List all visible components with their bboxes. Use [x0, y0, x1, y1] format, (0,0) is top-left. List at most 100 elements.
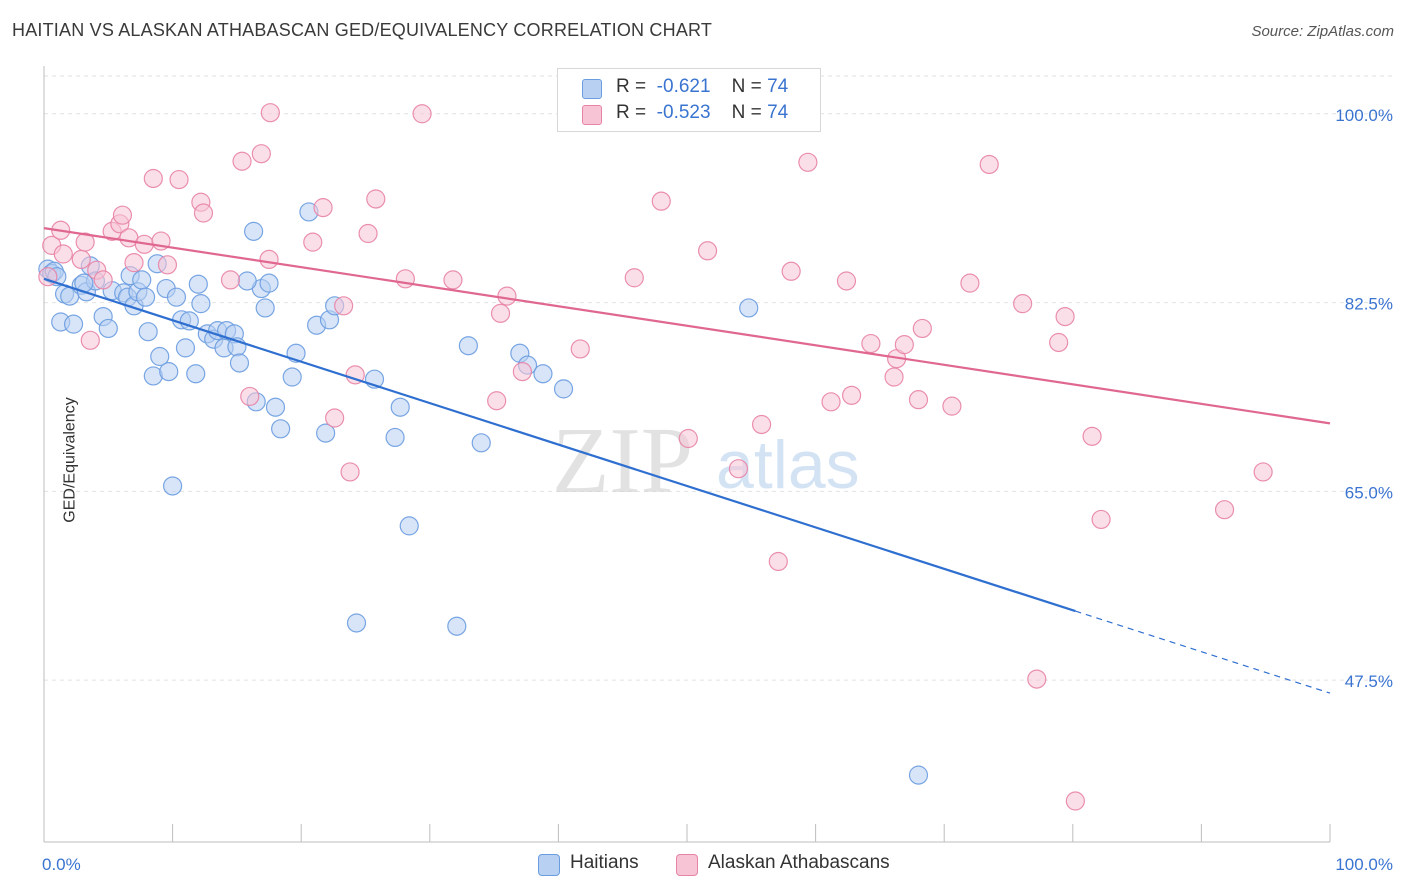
y-tick-label-2: 65.0%	[1345, 483, 1393, 502]
point-1-62	[942, 396, 962, 416]
legend-swatch-haitians	[582, 79, 602, 99]
point-1-70	[1082, 426, 1102, 446]
point-1-3	[53, 244, 73, 264]
point-1-42	[570, 339, 590, 359]
trendline-extension-0	[1075, 610, 1331, 694]
point-1-17	[157, 255, 178, 275]
point-1-72	[1214, 500, 1235, 520]
point-0-34	[188, 274, 208, 294]
legend-r-value: -0.523	[656, 102, 711, 123]
point-0-13	[98, 318, 118, 339]
legend-r-value: -0.621	[656, 76, 711, 97]
point-1-33	[358, 223, 378, 244]
point-1-39	[490, 303, 511, 323]
y-tick-label-3: 47.5%	[1345, 672, 1393, 691]
point-0-69	[739, 298, 759, 318]
point-1-44	[651, 191, 671, 211]
point-1-28	[313, 198, 333, 218]
point-0-25	[150, 346, 170, 367]
point-1-15	[143, 168, 163, 189]
point-1-68	[1055, 306, 1075, 327]
point-1-53	[821, 392, 841, 412]
point-1-66	[1027, 669, 1047, 689]
point-1-32	[345, 365, 365, 385]
series-name-haitians: Haitians	[570, 852, 639, 873]
point-0-67	[533, 364, 553, 384]
point-0-35	[191, 294, 211, 314]
series-name-alaskan: Alaskan Athabascans	[708, 852, 890, 873]
chart-title: HAITIAN VS ALASKAN ATHABASCAN GED/EQUIVA…	[12, 20, 713, 40]
point-1-37	[443, 270, 463, 290]
point-0-32	[179, 311, 199, 331]
x-tick-label-1: 100.0%	[1335, 855, 1393, 874]
point-1-29	[325, 408, 345, 428]
y-tick-label-0: 100.0%	[1335, 106, 1393, 125]
x-tick-label-0: 0.0%	[42, 855, 81, 874]
point-0-70	[908, 765, 929, 785]
legend-r-label: R =	[616, 76, 647, 97]
point-1-40	[497, 286, 517, 306]
legend-swatch-alaskan	[582, 105, 602, 125]
point-1-48	[751, 414, 772, 435]
point-1-31	[340, 462, 360, 482]
point-1-61	[912, 318, 932, 339]
axes	[43, 66, 1331, 843]
point-1-52	[798, 152, 818, 172]
point-0-29	[166, 287, 187, 307]
point-1-4	[71, 249, 91, 270]
point-1-69	[1065, 791, 1085, 811]
point-1-63	[960, 273, 980, 293]
point-1-30	[334, 296, 354, 316]
point-1-71	[1091, 509, 1111, 530]
point-1-56	[861, 333, 881, 354]
point-0-28	[163, 476, 183, 496]
point-0-22	[138, 322, 158, 342]
stats-legend: R = -0.621 N = 74 R = -0.523 N = 74	[557, 68, 821, 132]
point-1-5	[75, 232, 95, 252]
point-0-63	[458, 336, 478, 356]
point-1-13	[124, 253, 144, 273]
point-0-47	[259, 273, 279, 293]
legend-n-value: 74	[767, 76, 789, 97]
point-1-20	[193, 203, 214, 223]
legend-n-label: N =	[731, 76, 762, 97]
point-1-67	[1049, 332, 1069, 353]
point-1-55	[842, 385, 862, 405]
point-0-71	[237, 271, 257, 291]
point-1-60	[908, 390, 929, 410]
trendline-1	[43, 227, 1331, 425]
legend-r-label: R =	[616, 102, 647, 123]
point-1-27	[303, 232, 323, 252]
watermark: ZIP atlas	[552, 409, 860, 513]
point-0-57	[346, 613, 367, 633]
point-1-36	[412, 104, 432, 124]
point-0-33	[186, 364, 206, 384]
point-1-8	[93, 270, 113, 290]
watermark-zip: ZIP	[552, 409, 693, 513]
point-1-64	[979, 154, 999, 175]
point-1-26	[260, 103, 280, 123]
point-0-20	[132, 270, 152, 290]
point-1-59	[894, 335, 914, 355]
point-0-49	[271, 419, 291, 439]
point-1-43	[624, 268, 644, 288]
point-0-46	[255, 298, 275, 318]
y-tick-label-1: 82.5%	[1345, 295, 1393, 314]
point-0-54	[316, 423, 336, 443]
point-0-7	[63, 314, 84, 334]
point-1-25	[259, 249, 279, 270]
point-1-57	[884, 367, 904, 387]
point-1-45	[678, 428, 698, 449]
point-0-72	[244, 221, 264, 241]
point-1-54	[836, 271, 857, 291]
legend-n-value: 74	[767, 102, 789, 123]
point-1-34	[366, 189, 386, 209]
point-0-21	[135, 287, 156, 307]
chart-source: Source: ZipAtlas.com	[1251, 23, 1394, 40]
point-0-27	[159, 362, 179, 382]
point-1-21	[220, 270, 241, 290]
point-0-60	[390, 397, 410, 417]
point-1-18	[169, 169, 189, 190]
y-axis-label: GED/Equivalency	[61, 397, 79, 523]
